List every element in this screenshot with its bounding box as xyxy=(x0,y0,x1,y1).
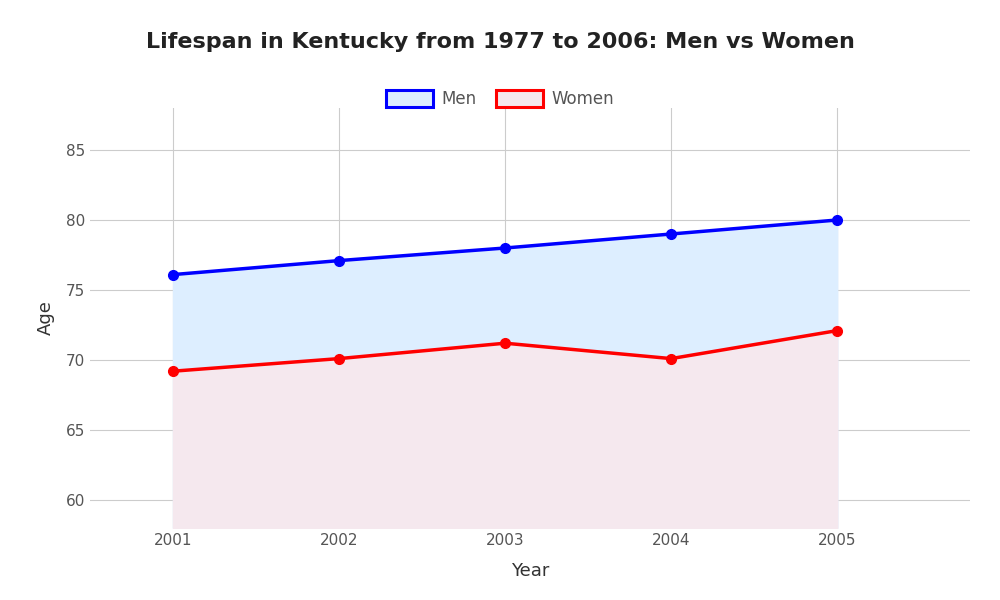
X-axis label: Year: Year xyxy=(511,562,549,580)
Legend: Men, Women: Men, Women xyxy=(379,83,621,115)
Women xyxy=(665,355,677,362)
Men xyxy=(499,244,511,251)
Y-axis label: Age: Age xyxy=(37,301,55,335)
Text: Lifespan in Kentucky from 1977 to 2006: Men vs Women: Lifespan in Kentucky from 1977 to 2006: … xyxy=(146,32,854,52)
Men xyxy=(665,230,677,238)
Line: Men: Men xyxy=(168,215,842,280)
Women xyxy=(831,327,843,334)
Men xyxy=(333,257,345,264)
Men xyxy=(167,271,179,278)
Line: Women: Women xyxy=(168,326,842,376)
Women xyxy=(167,368,179,375)
Women xyxy=(333,355,345,362)
Women xyxy=(499,340,511,347)
Men xyxy=(831,217,843,224)
